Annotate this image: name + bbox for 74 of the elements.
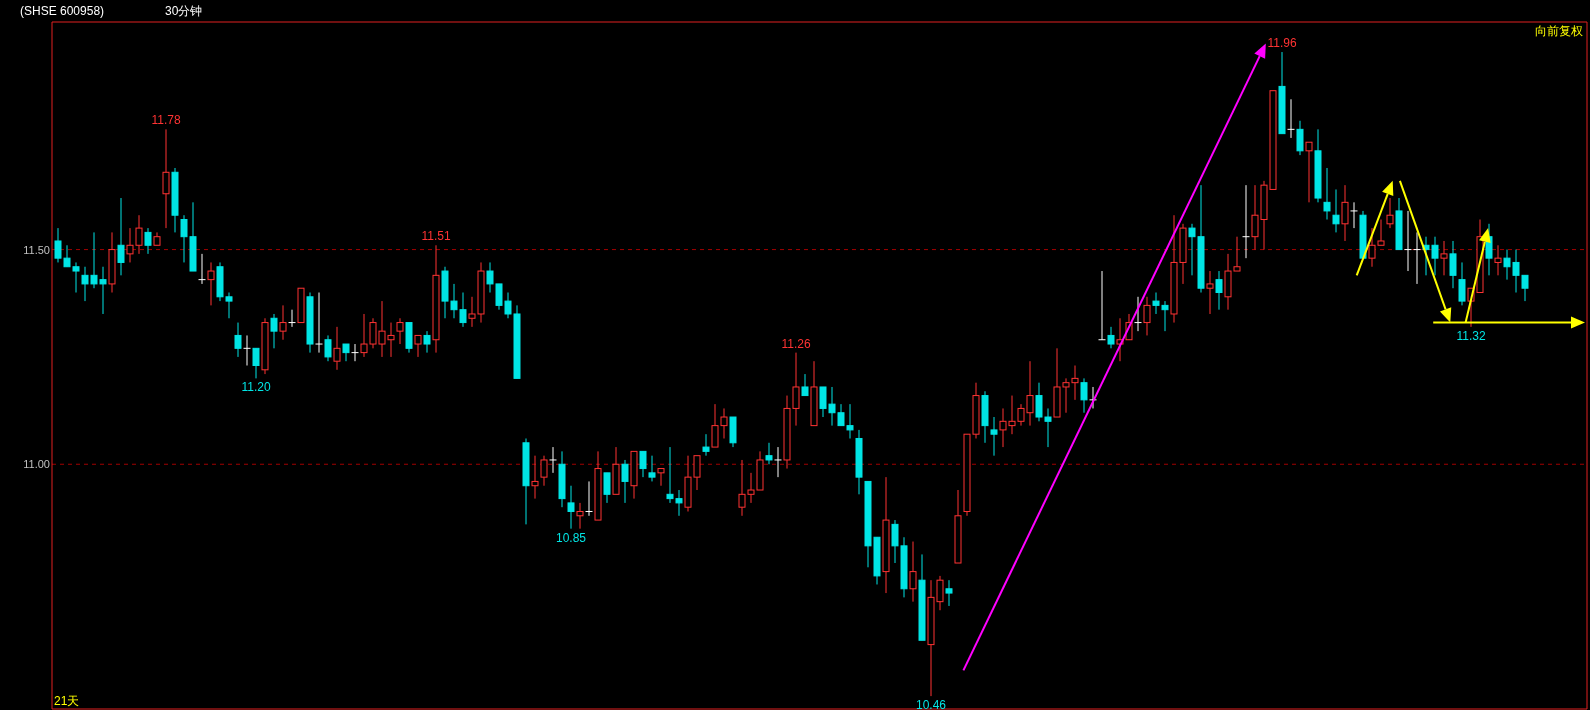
- text: 向前复权: [1535, 24, 1583, 38]
- candlestick: [1098, 270, 1106, 341]
- candlestick: [1287, 98, 1295, 139]
- candlestick: [279, 304, 287, 341]
- annotation: 11.26: [781, 336, 811, 351]
- candlestick: [801, 373, 809, 397]
- candlestick: [603, 472, 611, 504]
- candlestick: [1305, 141, 1313, 203]
- candlestick: [162, 128, 170, 229]
- annotation: 11.32: [1456, 328, 1486, 343]
- annotation: 11.20: [241, 380, 271, 395]
- candlestick: [333, 326, 341, 371]
- candlestick: [909, 541, 917, 603]
- candlestick: [945, 579, 953, 607]
- candlestick: [198, 253, 206, 285]
- candlestick: [252, 347, 260, 379]
- candlestick: [567, 485, 575, 530]
- candlestick: [1386, 197, 1394, 229]
- candlestick: [1449, 240, 1457, 289]
- candlestick: [342, 343, 350, 362]
- candlestick: [1341, 184, 1349, 242]
- candlestick: [324, 334, 332, 362]
- candlestick: [585, 480, 593, 517]
- candlestick: [1242, 184, 1250, 259]
- candlestick: [576, 502, 584, 530]
- y-tick-label: 11.50: [23, 243, 50, 256]
- candlestick: [1404, 210, 1412, 272]
- annotation: 10.46: [915, 698, 947, 710]
- candlestick: [531, 455, 539, 500]
- chart-subtitle: 30分钟: [165, 4, 203, 18]
- candlestick: [765, 442, 773, 465]
- candlestick: [639, 450, 647, 478]
- candlestick: [414, 334, 422, 358]
- candlestick: [423, 330, 431, 354]
- candlestick: [1080, 377, 1088, 414]
- candlestick: [1323, 167, 1331, 221]
- candlestick: [702, 433, 710, 457]
- candlestick: [1296, 120, 1304, 156]
- candlestick: [990, 416, 998, 457]
- annotation: 11.96: [1267, 36, 1297, 51]
- candlestick: [117, 197, 125, 276]
- y-tick-label: 11.00: [23, 458, 50, 471]
- annotation: 21天: [54, 694, 80, 708]
- candlestick: [1440, 240, 1448, 276]
- candlestick: [1332, 188, 1340, 233]
- candlestick: [1458, 261, 1466, 306]
- annotation: 11.78: [151, 113, 181, 128]
- candlestick: [396, 317, 404, 345]
- candlestick: [1134, 296, 1142, 332]
- candlestick: [270, 313, 278, 349]
- candlestick: [1215, 270, 1223, 311]
- candlestick: [351, 343, 359, 362]
- candlestick: [648, 455, 656, 482]
- candlestick: [549, 446, 557, 474]
- candlestick: [315, 292, 323, 354]
- candlestick: [144, 227, 152, 255]
- candlestick: [1089, 386, 1097, 409]
- candlestick: [774, 446, 782, 478]
- candlestick: [657, 468, 665, 487]
- candlestick: [234, 322, 242, 358]
- candlestick: [1350, 201, 1358, 229]
- candlestick: [1143, 296, 1151, 336]
- candlestick: [243, 334, 251, 366]
- candlestick: [1206, 270, 1214, 315]
- candlestick: [207, 261, 215, 306]
- candlestick: [621, 459, 629, 504]
- annotation: 11.51: [421, 229, 451, 244]
- candlestick: [1494, 244, 1502, 276]
- candlestick: [540, 455, 548, 487]
- candlestick: [1413, 231, 1421, 285]
- candlestick: [1107, 326, 1115, 349]
- chart-title: (SHSE 600958): [20, 4, 105, 18]
- candlestick: [288, 309, 296, 328]
- annotation: 10.85: [555, 530, 587, 545]
